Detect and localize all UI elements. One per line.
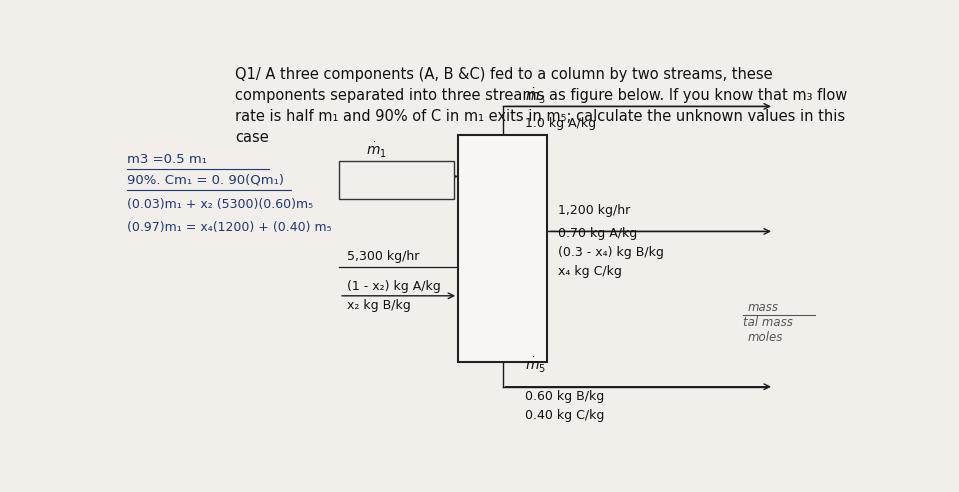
Text: 0.60 kg B/kg: 0.60 kg B/kg — [525, 390, 604, 403]
Text: $\dot{m}_3$: $\dot{m}_3$ — [525, 88, 546, 106]
Text: (0.97)m₁ = x₄(1200) + (0.40) m₅: (0.97)m₁ = x₄(1200) + (0.40) m₅ — [128, 221, 332, 234]
Text: 5,300 kg/hr: 5,300 kg/hr — [346, 249, 419, 263]
Text: $\dot{m}_1$: $\dot{m}_1$ — [365, 140, 386, 159]
Text: mass: mass — [748, 301, 779, 314]
Text: Q1/ A three components (A, B &C) fed to a column by two streams, these
component: Q1/ A three components (A, B &C) fed to … — [235, 66, 848, 145]
Text: 0.70 kg A/kg: 0.70 kg A/kg — [558, 227, 638, 240]
Text: 0.03 kg B/kg: 0.03 kg B/kg — [345, 167, 424, 180]
Text: (0.03)m₁ + x₂ (5300)(0.60)m₅: (0.03)m₁ + x₂ (5300)(0.60)m₅ — [128, 198, 314, 212]
Text: m3 =0.5 m₁: m3 =0.5 m₁ — [128, 153, 207, 166]
Text: (0.3 - x₄) kg B/kg: (0.3 - x₄) kg B/kg — [558, 246, 665, 259]
Text: x₂ kg B/kg: x₂ kg B/kg — [346, 299, 410, 312]
Text: 0.40 kg C/kg: 0.40 kg C/kg — [525, 409, 604, 422]
Text: 0.97 kg C/kg: 0.97 kg C/kg — [345, 183, 425, 196]
Bar — [339, 161, 455, 199]
Bar — [458, 135, 548, 362]
Text: moles: moles — [748, 331, 784, 344]
Text: (1 - x₂) kg A/kg: (1 - x₂) kg A/kg — [346, 280, 440, 293]
Text: $\dot{m}_5$: $\dot{m}_5$ — [525, 356, 546, 375]
Text: tal mass: tal mass — [742, 316, 792, 329]
Text: x₄ kg C/kg: x₄ kg C/kg — [558, 265, 622, 277]
Text: 1,200 kg/hr: 1,200 kg/hr — [558, 204, 631, 217]
Text: 90%. Cm₁ = 0. 90(Qm₁): 90%. Cm₁ = 0. 90(Qm₁) — [128, 174, 284, 187]
Text: 1.0 kg A/kg: 1.0 kg A/kg — [525, 117, 596, 130]
